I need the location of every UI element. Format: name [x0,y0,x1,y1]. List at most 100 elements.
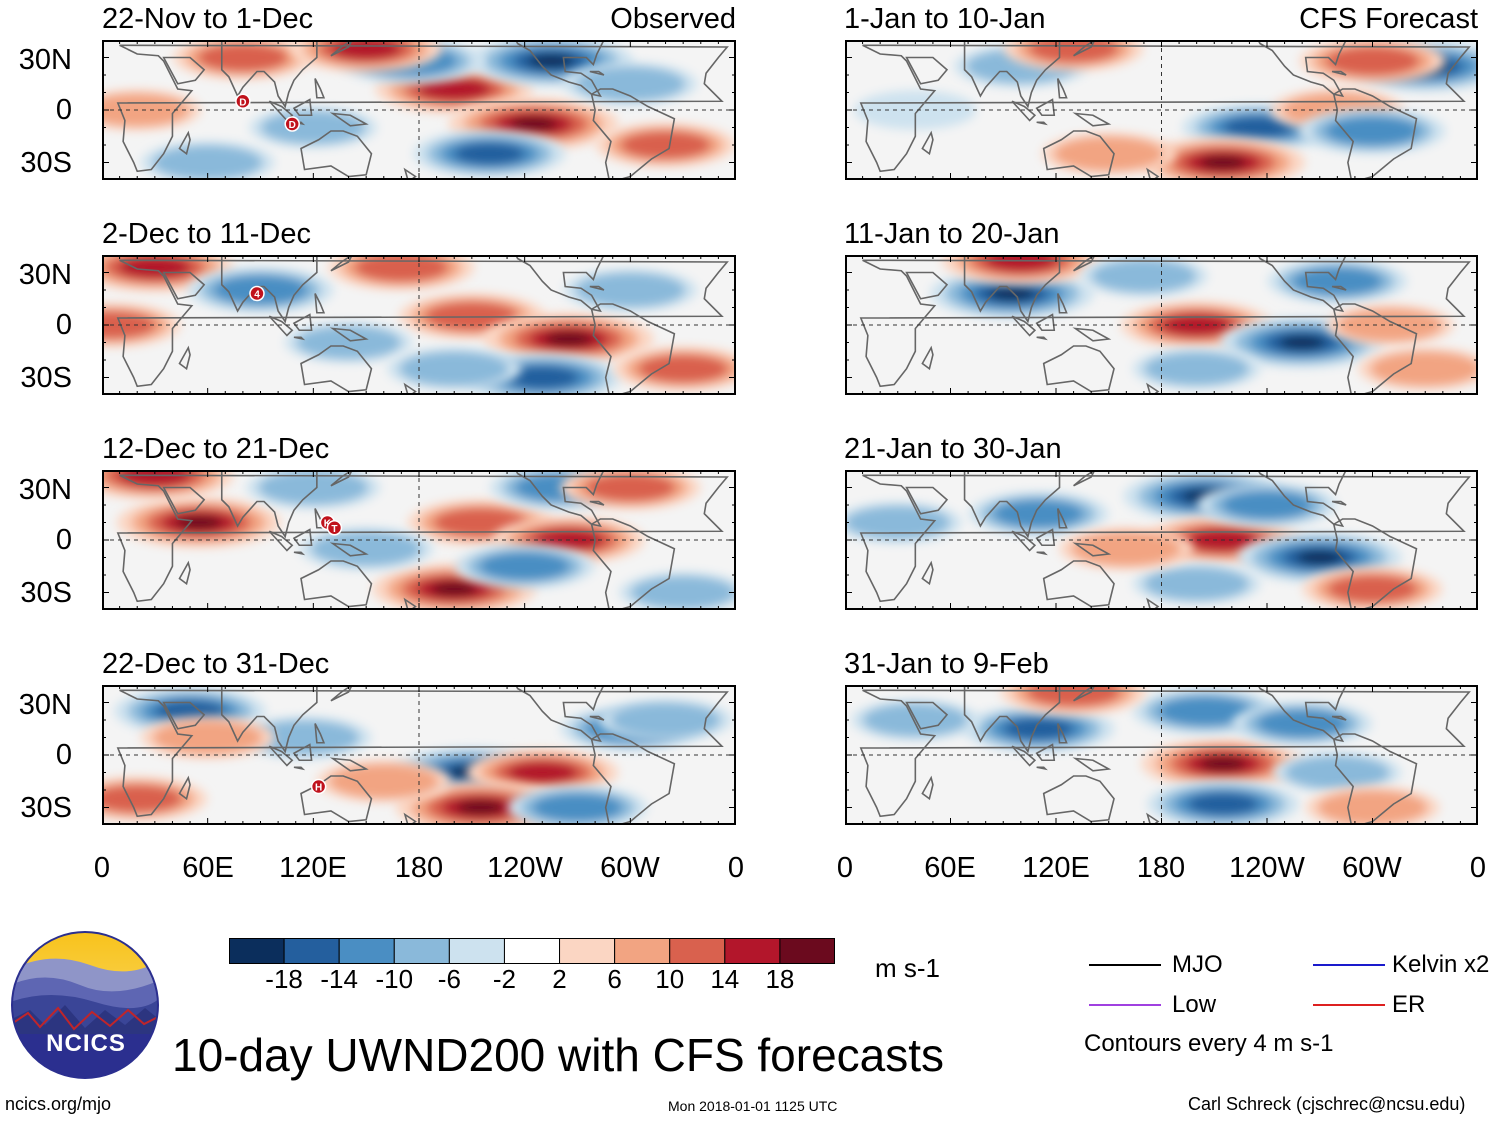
coastline [963,685,1061,754]
anomaly-blob [595,123,736,167]
anomaly-level [575,272,686,308]
coastline [300,130,373,178]
colorbar-bin [614,938,671,964]
anomaly-level [544,331,593,347]
colorbar-tick-label: -6 [437,964,461,994]
coastline [178,775,191,801]
coastline [1332,518,1418,610]
legend-mjo-label: MJO [1172,951,1223,978]
coastline [1331,715,1347,721]
coastline [162,486,206,515]
anomaly-blob [140,716,275,759]
anomaly-level [1091,259,1197,293]
y-tick-label: 30S [20,577,72,609]
coastline [963,40,1061,109]
storm-marker: D [235,93,251,109]
anomaly-level [854,90,977,130]
coastline [268,315,294,337]
coastline [921,775,934,801]
storm-marker: H [310,778,327,795]
coastline [1331,500,1347,506]
anomaly-level [1222,490,1312,520]
coastline [1257,255,1348,313]
coastline [1073,470,1096,487]
anomaly-blob [1041,132,1176,175]
anomaly-level [1223,116,1294,139]
y-tick-label: 30N [18,689,72,721]
anomaly-blob [563,62,698,105]
colorbar-bin [448,938,505,964]
coastline [1035,98,1056,117]
anomaly-level [585,473,676,502]
anomaly-level [311,531,422,567]
storm-marker: T [326,520,343,536]
coastline [1072,112,1112,127]
anomaly-blob [1267,259,1408,304]
y-tick-label: 0 [55,524,72,556]
anomaly-level [1279,335,1326,350]
colorbar-tick-label: 2 [552,964,567,994]
y-tick-label: 30N [18,44,72,76]
colorbar-bin [669,938,726,964]
anomaly-level [399,351,510,387]
panel-7-title: 21-Jan to 30-Jan [844,433,1062,465]
colorbar [229,938,835,964]
x-tick-label: 60W [1342,852,1402,884]
coastline [162,56,206,85]
x-tick-label: 0 [1469,852,1487,884]
colorbar-tick-label: 18 [765,964,795,994]
anomaly-blob [1273,752,1402,793]
coastline [1072,542,1112,557]
coastline [1035,743,1056,762]
anomaly-blob [316,760,451,803]
anomaly-blob [1299,108,1446,154]
legend-swatches-2 [1313,964,1385,1006]
y-tick-label: 30S [20,362,72,394]
coastline [292,743,313,762]
coastline [178,560,191,586]
x-tick-label: 60E [182,852,234,884]
coastline [1332,303,1418,395]
map-panel-8 [845,685,1478,825]
anomaly-blob [387,347,522,390]
anomaly-blob [172,40,313,80]
coastline [1056,723,1068,744]
map-panel-7 [845,470,1478,610]
anomaly-level [1325,46,1420,76]
colorbar-tick-label: 10 [655,964,685,994]
coastline [330,470,353,487]
coastline [1035,528,1056,547]
coastline [1011,100,1037,122]
coastline [300,560,373,608]
anomaly-blob [1141,137,1306,180]
coastline [329,327,369,342]
colorbar-tick-label: -18 [265,964,303,994]
panel-1-title: 22-Nov to 1-Dec [102,3,314,35]
anomaly-level [1200,155,1247,170]
coastline [905,486,949,515]
anomaly-blob [598,698,733,742]
anomaly-level [845,505,951,540]
y-tick-label: 0 [55,94,72,126]
anomaly-level [1370,351,1478,387]
coastline [330,40,353,57]
x-tick-label: 0 [836,852,854,884]
main-title: 10-day UWND200 with CFS forecasts [172,1029,945,1081]
x-tick-label: 60W [600,852,660,884]
coastline [590,733,676,825]
x-tick-label: 60E [924,852,976,884]
coastline [162,701,206,730]
anomaly-blob [563,268,698,312]
coastline [921,130,934,156]
colorbar-bin [393,938,450,964]
coastline [1257,470,1348,528]
units-label: m s-1 [875,953,940,983]
anomaly-level [1144,567,1250,601]
observed-label: Observed [610,3,736,35]
coastline [300,775,373,823]
coastline [589,70,605,76]
anomaly-blob [507,785,648,825]
x-tick-label: 0 [93,852,111,884]
coastline [514,255,605,313]
contour-note: Contours every 4 m s-1 [1084,1030,1334,1057]
